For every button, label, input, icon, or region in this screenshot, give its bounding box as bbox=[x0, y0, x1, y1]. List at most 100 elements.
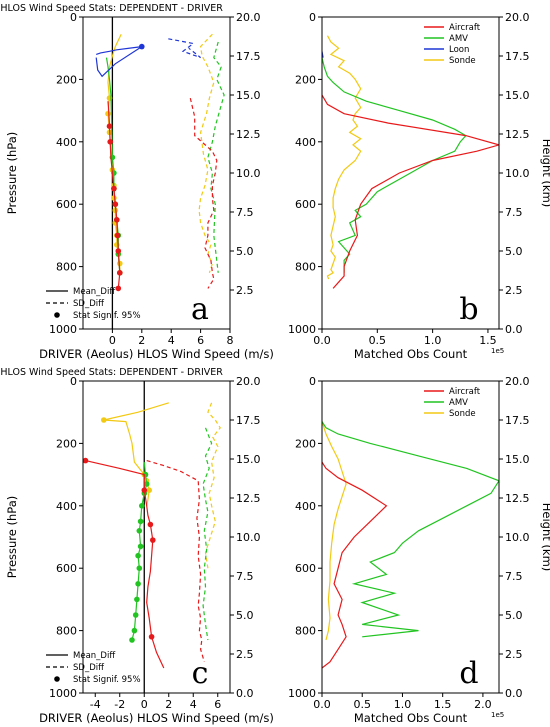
signif-point-amv bbox=[139, 503, 145, 509]
y2-tick-label: 5.0 bbox=[505, 245, 523, 258]
series-group-a bbox=[95, 33, 225, 292]
y-tick-label: 1000 bbox=[49, 323, 77, 336]
series-group-b bbox=[322, 35, 499, 289]
y-tick-label: 0 bbox=[70, 375, 77, 388]
x-tick-label: 0 bbox=[141, 698, 148, 711]
series-line-aircraft-mean bbox=[85, 460, 165, 669]
legend-label-aircraft: Aircraft bbox=[449, 23, 481, 33]
y2-axis-label-b: Height (km) bbox=[540, 139, 550, 208]
signif-point-amv bbox=[143, 481, 150, 487]
signif-point-aircraft bbox=[112, 201, 119, 207]
signif-point-amv bbox=[134, 596, 140, 603]
x-tick-label: 0.5 bbox=[369, 334, 387, 347]
panel-letter-d: d bbox=[459, 656, 478, 691]
signif-point-amv bbox=[131, 627, 138, 634]
panel-letter-a: a bbox=[191, 292, 209, 327]
x-tick-label: 4 bbox=[190, 698, 197, 711]
legend-label-sd: SD_Diff bbox=[73, 663, 105, 673]
signif-point-amv bbox=[135, 552, 141, 559]
signif-point-amv bbox=[129, 637, 135, 643]
signif-point-aircraft bbox=[111, 185, 117, 192]
series-line-aircraft-mean bbox=[107, 101, 121, 289]
legend-marker-sig bbox=[54, 676, 60, 682]
series-line-amv-sd bbox=[207, 41, 225, 273]
y-tick-label: 400 bbox=[56, 136, 77, 149]
legend-label-sd: SD_Diff bbox=[73, 299, 105, 309]
y-tick-label: 200 bbox=[295, 437, 316, 450]
y2-tick-label: 5.0 bbox=[505, 609, 523, 622]
y2-tick-label: 0.0 bbox=[236, 687, 254, 700]
signif-point-aircraft bbox=[148, 634, 155, 640]
x-tick-label: 1.0 bbox=[424, 334, 442, 347]
x-tick-label: 6 bbox=[197, 334, 204, 347]
signif-point-sonde bbox=[105, 110, 111, 117]
series-line-amv bbox=[322, 57, 467, 273]
x-tick-label: -2 bbox=[114, 698, 125, 711]
legend-label-amv: AMV bbox=[449, 398, 468, 408]
y-tick-label: 800 bbox=[56, 625, 77, 638]
y-tick-label: 800 bbox=[56, 261, 77, 274]
series-line-loon-mean bbox=[95, 46, 143, 78]
x-axis-label-d: Matched Obs Count bbox=[354, 711, 468, 725]
x-tick-label: -4 bbox=[90, 698, 101, 711]
legend-label-sonde: Sonde bbox=[449, 56, 476, 66]
style-legend-a: Mean_Diff SD_Diff Stat Signif. 95% bbox=[46, 287, 141, 321]
y-tick-label: 200 bbox=[56, 73, 77, 86]
series-line-aircraft bbox=[322, 461, 388, 669]
style-legend-c: Mean_Diff SD_Diff Stat Signif. 95% bbox=[46, 651, 141, 685]
plot-frame-a bbox=[82, 16, 231, 330]
y2-tick-label: 12.5 bbox=[505, 492, 530, 505]
legend-label-sonde: Sonde bbox=[449, 409, 476, 419]
signif-point-aircraft bbox=[150, 537, 156, 543]
chart-title-a: NH HLOS Wind Speed Stats: DEPENDENT - DR… bbox=[0, 3, 223, 14]
x-tick-label: 1.0 bbox=[394, 698, 412, 711]
y-tick-label: 600 bbox=[56, 198, 77, 211]
y2-tick-label: 20.0 bbox=[505, 375, 530, 388]
signif-point-aircraft bbox=[83, 457, 89, 464]
signif-point-sonde bbox=[111, 195, 117, 201]
x-tick-label: 6 bbox=[214, 698, 221, 711]
y2-tick-label: 17.5 bbox=[236, 414, 261, 427]
signif-point-aircraft bbox=[141, 487, 148, 494]
x-tick-label: 4 bbox=[168, 334, 175, 347]
x-tick-label: 1.5 bbox=[434, 698, 452, 711]
x-axis-label-c: DRIVER (Aeolus) HLOS Wind Speed (m/s) bbox=[39, 711, 274, 725]
legend-label-sig: Stat Signif. 95% bbox=[73, 675, 141, 685]
series-line-aircraft bbox=[322, 94, 499, 289]
legend-label-amv: AMV bbox=[449, 34, 468, 44]
chart-title-c: NH HLOS Wind Speed Stats: DEPENDENT - DR… bbox=[0, 367, 223, 378]
y2-tick-label: 2.5 bbox=[505, 648, 523, 661]
series-line-aircraft-sd bbox=[146, 460, 205, 662]
x-tick-label: 2 bbox=[138, 334, 145, 347]
y2-tick-label: 20.0 bbox=[236, 375, 261, 388]
y-tick-label: 600 bbox=[295, 198, 316, 211]
legend-label-mean: Mean_Diff bbox=[73, 651, 116, 661]
signif-point-aircraft bbox=[115, 248, 122, 254]
x-tick-label: 0.0 bbox=[313, 698, 331, 711]
plot-frame-c bbox=[82, 380, 231, 694]
signif-point-amv bbox=[136, 565, 143, 571]
y2-tick-label: 2.5 bbox=[236, 648, 254, 661]
y2-tick-label: 20.0 bbox=[505, 11, 530, 24]
series-line-sonde-sd bbox=[198, 33, 215, 273]
series-line-sonde bbox=[322, 421, 347, 641]
y-tick-label: 0 bbox=[309, 375, 316, 388]
y2-tick-label: 5.0 bbox=[236, 245, 254, 258]
y-tick-label: 400 bbox=[295, 136, 316, 149]
legend-marker-sig bbox=[54, 312, 60, 318]
y2-tick-label: 10.0 bbox=[236, 167, 261, 180]
y-tick-label: 1000 bbox=[288, 323, 316, 336]
signif-point-aircraft bbox=[114, 232, 121, 239]
y-tick-label: 800 bbox=[295, 261, 316, 274]
y2-tick-label: 0.0 bbox=[505, 323, 523, 336]
y2-tick-label: 10.0 bbox=[236, 531, 261, 544]
y2-tick-label: 17.5 bbox=[505, 414, 530, 427]
chart-panel-c: NH HLOS Wind Speed Stats: DEPENDENT - DR… bbox=[0, 367, 274, 725]
legend-label-aircraft: Aircraft bbox=[449, 387, 481, 397]
signif-point-amv bbox=[132, 612, 139, 618]
chart-panel-a: NH HLOS Wind Speed Stats: DEPENDENT - DR… bbox=[0, 3, 274, 361]
